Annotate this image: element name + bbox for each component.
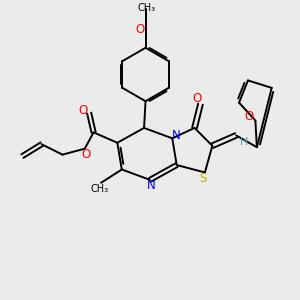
Text: O: O (192, 92, 202, 105)
Text: O: O (78, 103, 87, 117)
Text: O: O (135, 23, 144, 37)
Text: S: S (200, 172, 207, 185)
Text: CH₃: CH₃ (91, 184, 109, 194)
Text: H: H (240, 137, 249, 147)
Text: CH₃: CH₃ (138, 3, 156, 13)
Text: N: N (147, 179, 156, 192)
Text: O: O (244, 110, 254, 123)
Text: O: O (82, 148, 91, 161)
Text: N: N (172, 129, 181, 142)
